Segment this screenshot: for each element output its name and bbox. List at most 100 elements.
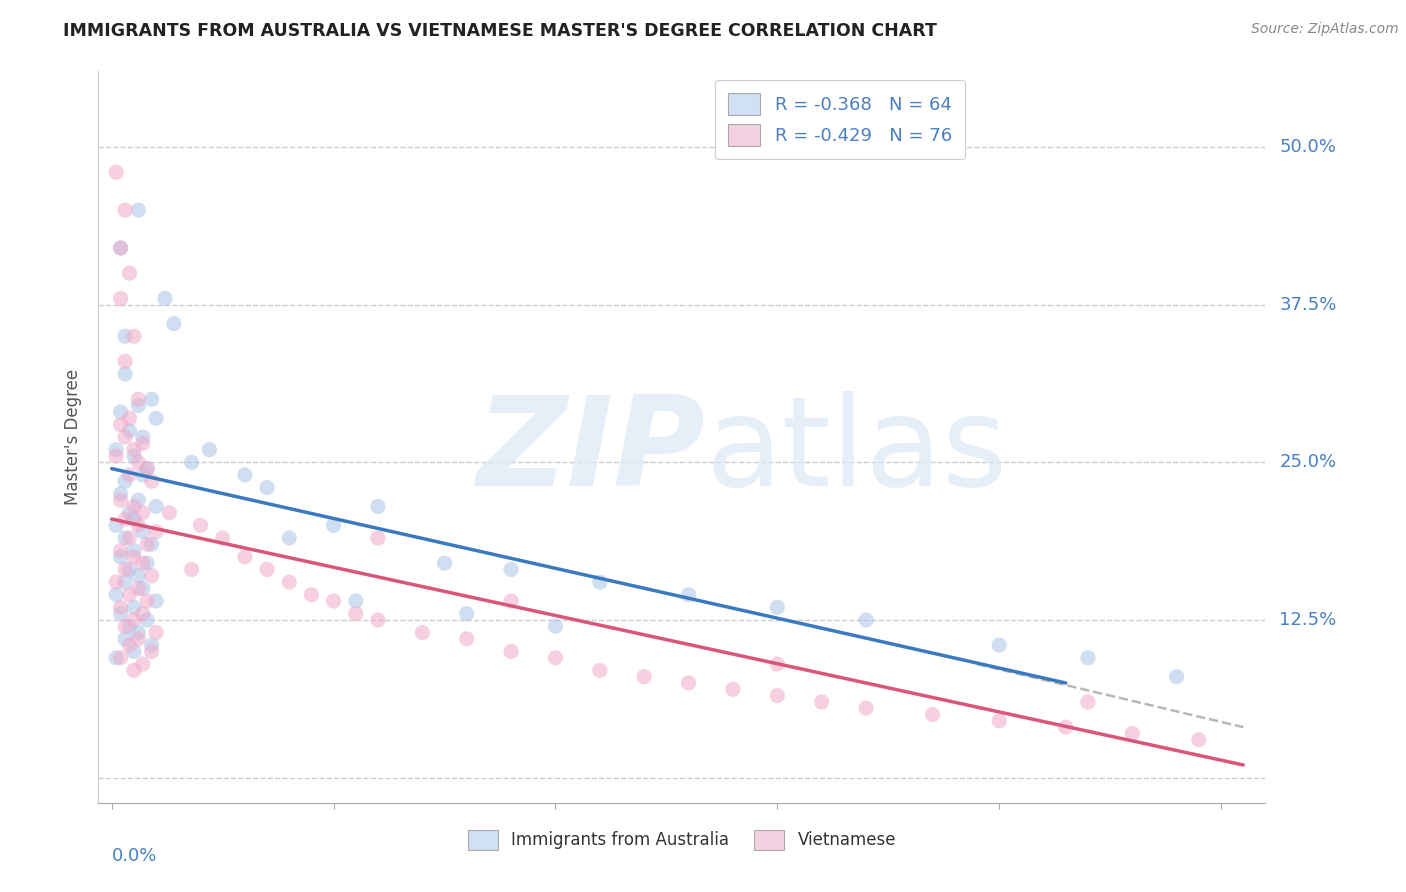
- Point: [136, 556, 159, 570]
- Point: [810, 695, 832, 709]
- Point: [198, 442, 221, 457]
- Point: [180, 455, 202, 469]
- Point: [105, 650, 128, 665]
- Point: [105, 442, 128, 457]
- Text: 0.0%: 0.0%: [111, 847, 157, 864]
- Point: [114, 329, 136, 343]
- Point: [122, 500, 145, 514]
- Point: [344, 607, 367, 621]
- Point: [127, 392, 149, 407]
- Point: [322, 594, 344, 608]
- Point: [110, 241, 132, 255]
- Point: [114, 354, 136, 368]
- Point: [127, 569, 149, 583]
- Point: [118, 424, 141, 438]
- Point: [132, 436, 155, 450]
- Point: [132, 657, 155, 671]
- Point: [110, 600, 132, 615]
- Point: [233, 549, 256, 564]
- Point: [110, 241, 132, 255]
- Point: [110, 487, 132, 501]
- Point: [988, 638, 1011, 652]
- Point: [136, 537, 159, 551]
- Point: [114, 562, 136, 576]
- Point: [118, 588, 141, 602]
- Text: 25.0%: 25.0%: [1279, 453, 1337, 471]
- Point: [127, 399, 149, 413]
- Point: [132, 467, 155, 482]
- Point: [122, 442, 145, 457]
- Point: [1054, 720, 1077, 734]
- Point: [136, 613, 159, 627]
- Text: 50.0%: 50.0%: [1279, 138, 1336, 156]
- Point: [1188, 732, 1211, 747]
- Point: [127, 632, 149, 646]
- Point: [1121, 726, 1143, 740]
- Text: Source: ZipAtlas.com: Source: ZipAtlas.com: [1251, 22, 1399, 37]
- Point: [136, 461, 159, 475]
- Point: [256, 481, 278, 495]
- Point: [145, 594, 167, 608]
- Point: [110, 650, 132, 665]
- Point: [141, 638, 163, 652]
- Point: [122, 664, 145, 678]
- Point: [499, 562, 522, 576]
- Point: [141, 569, 163, 583]
- Point: [118, 638, 141, 652]
- Point: [633, 670, 655, 684]
- Point: [114, 367, 136, 381]
- Point: [256, 562, 278, 576]
- Point: [122, 549, 145, 564]
- Text: 37.5%: 37.5%: [1279, 295, 1337, 314]
- Point: [132, 607, 155, 621]
- Y-axis label: Master's Degree: Master's Degree: [65, 369, 83, 505]
- Point: [456, 632, 478, 646]
- Point: [127, 455, 149, 469]
- Point: [127, 493, 149, 508]
- Point: [114, 531, 136, 545]
- Point: [118, 619, 141, 633]
- Text: 12.5%: 12.5%: [1279, 611, 1337, 629]
- Legend: Immigrants from Australia, Vietnamese: Immigrants from Australia, Vietnamese: [461, 823, 903, 856]
- Point: [118, 506, 141, 520]
- Point: [367, 500, 389, 514]
- Point: [110, 607, 132, 621]
- Point: [855, 613, 877, 627]
- Point: [278, 575, 301, 590]
- Point: [145, 625, 167, 640]
- Point: [544, 619, 567, 633]
- Point: [105, 165, 128, 179]
- Point: [105, 449, 128, 463]
- Point: [118, 467, 141, 482]
- Point: [110, 543, 132, 558]
- Point: [145, 411, 167, 425]
- Point: [132, 556, 155, 570]
- Point: [110, 549, 132, 564]
- Point: [127, 625, 149, 640]
- Text: ZIP: ZIP: [477, 392, 706, 512]
- Point: [211, 531, 233, 545]
- Point: [1166, 670, 1188, 684]
- Point: [157, 506, 180, 520]
- Point: [344, 594, 367, 608]
- Point: [110, 493, 132, 508]
- Point: [105, 588, 128, 602]
- Point: [114, 512, 136, 526]
- Point: [127, 518, 149, 533]
- Text: IMMIGRANTS FROM AUSTRALIA VS VIETNAMESE MASTER'S DEGREE CORRELATION CHART: IMMIGRANTS FROM AUSTRALIA VS VIETNAMESE …: [63, 22, 938, 40]
- Point: [127, 203, 149, 218]
- Point: [114, 619, 136, 633]
- Point: [132, 582, 155, 596]
- Point: [136, 594, 159, 608]
- Point: [233, 467, 256, 482]
- Point: [411, 625, 433, 640]
- Point: [145, 500, 167, 514]
- Point: [122, 644, 145, 658]
- Point: [544, 650, 567, 665]
- Point: [118, 531, 141, 545]
- Point: [110, 405, 132, 419]
- Point: [118, 562, 141, 576]
- Point: [122, 543, 145, 558]
- Point: [367, 613, 389, 627]
- Point: [322, 518, 344, 533]
